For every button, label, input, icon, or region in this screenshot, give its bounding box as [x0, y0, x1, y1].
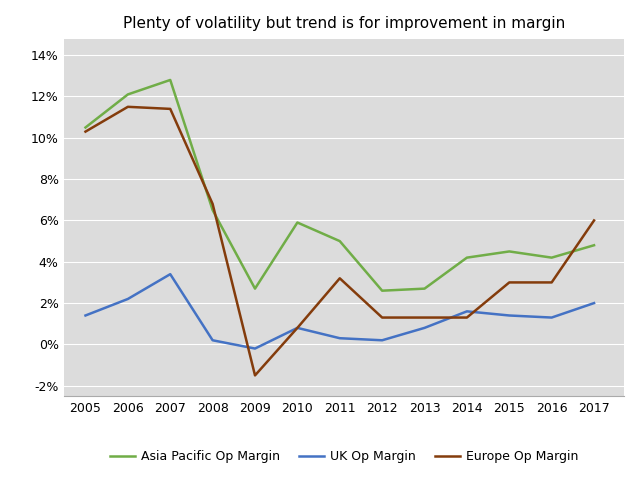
Europe Op Margin: [294, 325, 302, 331]
Europe Op Margin: [463, 314, 471, 320]
Asia Pacific Op Margin: [378, 288, 386, 294]
Legend: Asia Pacific Op Margin, UK Op Margin, Europe Op Margin: Asia Pacific Op Margin, UK Op Margin, Eu…: [105, 445, 583, 468]
UK Op Margin: [124, 296, 132, 302]
Asia Pacific Op Margin: [505, 249, 513, 255]
Line: Asia Pacific Op Margin: Asia Pacific Op Margin: [86, 80, 594, 291]
Asia Pacific Op Margin: [336, 238, 343, 244]
Europe Op Margin: [124, 104, 132, 110]
Europe Op Margin: [82, 128, 89, 134]
Asia Pacific Op Margin: [82, 125, 89, 130]
UK Op Margin: [167, 271, 174, 277]
Europe Op Margin: [548, 280, 556, 285]
Asia Pacific Op Margin: [421, 286, 428, 292]
UK Op Margin: [378, 338, 386, 343]
UK Op Margin: [463, 309, 471, 314]
Title: Plenty of volatility but trend is for improvement in margin: Plenty of volatility but trend is for im…: [123, 15, 565, 30]
UK Op Margin: [505, 313, 513, 318]
Asia Pacific Op Margin: [294, 220, 302, 226]
Asia Pacific Op Margin: [463, 255, 471, 260]
Europe Op Margin: [167, 106, 174, 112]
Asia Pacific Op Margin: [251, 286, 259, 292]
UK Op Margin: [251, 346, 259, 352]
UK Op Margin: [336, 335, 343, 341]
Europe Op Margin: [209, 201, 217, 207]
Europe Op Margin: [505, 280, 513, 285]
Asia Pacific Op Margin: [590, 242, 598, 248]
Asia Pacific Op Margin: [548, 255, 556, 260]
UK Op Margin: [82, 313, 89, 318]
Line: UK Op Margin: UK Op Margin: [86, 274, 594, 349]
Europe Op Margin: [421, 314, 428, 320]
Europe Op Margin: [336, 275, 343, 281]
Asia Pacific Op Margin: [167, 77, 174, 83]
UK Op Margin: [421, 325, 428, 331]
Europe Op Margin: [251, 372, 259, 378]
Europe Op Margin: [378, 314, 386, 320]
UK Op Margin: [294, 325, 302, 331]
Europe Op Margin: [590, 217, 598, 223]
Asia Pacific Op Margin: [209, 207, 217, 213]
UK Op Margin: [548, 314, 556, 320]
Line: Europe Op Margin: Europe Op Margin: [86, 107, 594, 375]
UK Op Margin: [590, 300, 598, 306]
Asia Pacific Op Margin: [124, 91, 132, 97]
UK Op Margin: [209, 338, 217, 343]
